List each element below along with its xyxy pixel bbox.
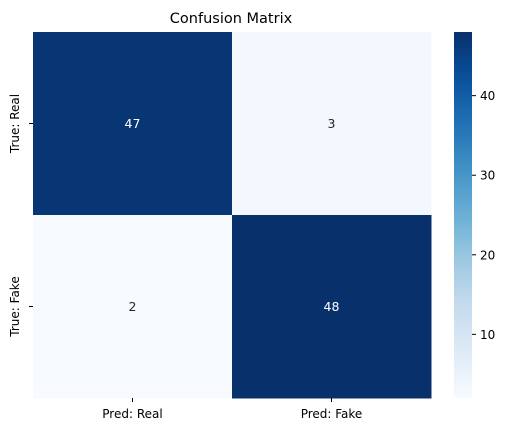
colorbar-tick-label: 20 [480,248,495,262]
cell-value-r1-c0: 2 [129,299,137,314]
y-axis: True: Real True: Fake [8,94,33,338]
cell-value-r0-c1: 3 [328,116,336,131]
cell-value-r0-c0: 47 [125,116,141,131]
heatmap-cell-r1-c1 [232,215,432,399]
chart-title: Confusion Matrix [170,11,293,27]
heatmap-cell-r1-c0 [33,215,233,399]
colorbar-tick-label: 10 [480,328,495,342]
x-tick-label: Pred: Real [102,407,162,421]
colorbar: 10 20 30 40 [454,32,495,398]
heatmap-cell-r0-c0 [33,32,233,216]
x-tick-label: Pred: Fake [301,407,363,421]
colorbar-gradient [454,32,472,398]
cell-annotations: 47 3 2 48 [125,116,340,314]
x-axis: Pred: Real Pred: Fake [102,398,362,421]
y-tick-label: True: Real [8,94,22,154]
cell-value-r1-c1: 48 [324,299,340,314]
heatmap-cell-r0-c1 [232,32,432,216]
heatmap-cells [33,32,432,399]
colorbar-tick-label: 40 [480,89,495,103]
y-tick-label: True: Fake [8,276,22,337]
colorbar-tick-label: 30 [480,169,495,183]
